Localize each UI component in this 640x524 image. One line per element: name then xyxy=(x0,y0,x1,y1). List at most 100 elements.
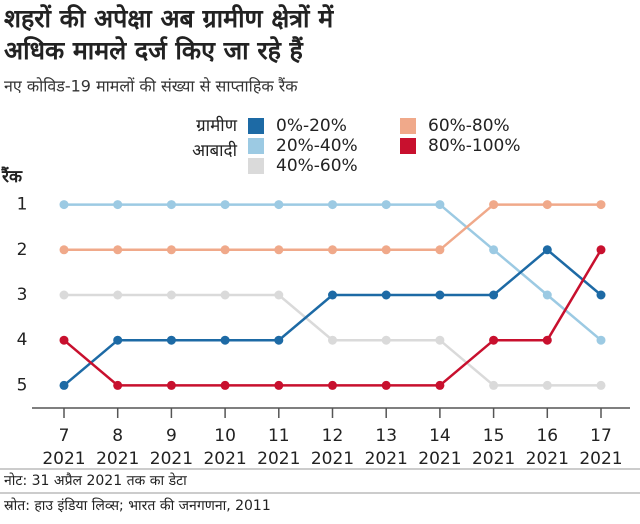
point xyxy=(381,380,391,390)
point xyxy=(220,380,230,390)
note: नोट: 31 अप्रैल 2021 तक का डेटा xyxy=(4,472,187,489)
x-tick-label: 11 xyxy=(268,426,290,446)
point xyxy=(542,200,552,210)
point xyxy=(220,335,230,345)
point xyxy=(381,200,391,210)
x-tick-label: 8 xyxy=(112,426,123,446)
x-tick-year: 2021 xyxy=(42,449,85,469)
point xyxy=(113,290,123,300)
x-tick-year: 2021 xyxy=(418,449,461,469)
point xyxy=(328,200,337,210)
x-tick-year: 2021 xyxy=(150,449,193,469)
point xyxy=(59,380,69,390)
point xyxy=(596,380,606,390)
x-tick-label: 17 xyxy=(590,426,612,446)
point xyxy=(328,245,337,255)
x-tick-year: 2021 xyxy=(472,449,515,469)
point xyxy=(59,290,69,300)
x-tick-year: 2021 xyxy=(365,449,408,469)
x-tick-label: 9 xyxy=(166,426,177,446)
title-line: अधिक मामले दर्ज किए जा रहे हैं xyxy=(4,36,305,65)
point xyxy=(220,245,230,255)
point xyxy=(113,380,123,390)
title-line: शहरों की अपेक्षा अब ग्रामीण क्षेत्रों मे… xyxy=(4,4,334,33)
legend-label: 0%-20% xyxy=(276,116,347,136)
point xyxy=(328,380,337,390)
point xyxy=(542,290,552,300)
point xyxy=(274,290,284,300)
x-tick-year: 2021 xyxy=(579,449,622,469)
y-tick-label: 4 xyxy=(17,330,28,350)
point xyxy=(113,335,123,345)
point xyxy=(274,245,284,255)
point xyxy=(489,335,499,345)
x-tick-year: 2021 xyxy=(96,449,139,469)
series-line xyxy=(64,203,601,252)
point xyxy=(542,380,552,390)
x-tick-year: 2021 xyxy=(257,449,300,469)
point xyxy=(166,200,176,210)
legend-swatch xyxy=(248,138,264,154)
point xyxy=(113,200,123,210)
legend-label: 60%-80% xyxy=(428,116,510,136)
point xyxy=(542,335,552,345)
x-tick-label: 13 xyxy=(375,426,397,446)
point xyxy=(166,245,176,255)
point xyxy=(542,245,552,255)
point xyxy=(596,290,606,300)
point xyxy=(274,335,284,345)
legend-label: 80%-100% xyxy=(428,136,521,156)
legend-swatch xyxy=(400,118,416,134)
point xyxy=(489,290,499,300)
point xyxy=(381,245,391,255)
y-tick-label: 1 xyxy=(17,195,28,215)
legend-swatch xyxy=(248,118,264,134)
point xyxy=(596,335,606,345)
y-tick-label: 3 xyxy=(17,285,28,305)
source: स्रोत: हाउ इंडिया लिव्स; भारत की जनगणना,… xyxy=(4,497,271,514)
point xyxy=(220,290,230,300)
point xyxy=(166,290,176,300)
point xyxy=(59,245,69,255)
subtitle: नए कोविड-19 मामलों की संख्या से साप्ताहि… xyxy=(4,77,298,96)
x-tick-label: 10 xyxy=(214,426,236,446)
x-tick-label: 16 xyxy=(536,426,558,446)
point xyxy=(435,245,445,255)
legend-title: आबादी xyxy=(192,140,238,161)
point xyxy=(274,380,284,390)
point xyxy=(59,200,69,210)
x-tick-year: 2021 xyxy=(526,449,569,469)
point xyxy=(328,290,337,300)
point xyxy=(435,380,445,390)
point xyxy=(489,380,499,390)
point xyxy=(381,335,391,345)
point xyxy=(274,200,284,210)
legend-label: 40%-60% xyxy=(276,156,358,176)
point xyxy=(435,335,445,345)
series-line xyxy=(63,248,602,387)
point xyxy=(166,380,176,390)
point xyxy=(381,290,391,300)
x-tick-label: 14 xyxy=(429,426,451,446)
point xyxy=(435,200,445,210)
x-tick-label: 7 xyxy=(59,426,70,446)
legend-swatch xyxy=(400,138,416,154)
point xyxy=(166,335,176,345)
x-tick-year: 2021 xyxy=(311,449,354,469)
point xyxy=(435,290,445,300)
x-tick-year: 2021 xyxy=(203,449,246,469)
y-axis-label: रैंक xyxy=(1,166,23,187)
point xyxy=(489,245,499,255)
legend-title: ग्रामीण xyxy=(196,115,238,136)
legend-swatch xyxy=(248,158,264,174)
point xyxy=(220,200,230,210)
x-tick-label: 15 xyxy=(483,426,505,446)
point xyxy=(113,245,123,255)
series-line xyxy=(63,249,603,387)
point xyxy=(59,335,69,345)
y-tick-label: 5 xyxy=(17,375,28,395)
point xyxy=(596,200,606,210)
x-tick-label: 12 xyxy=(322,426,344,446)
point xyxy=(328,335,337,345)
